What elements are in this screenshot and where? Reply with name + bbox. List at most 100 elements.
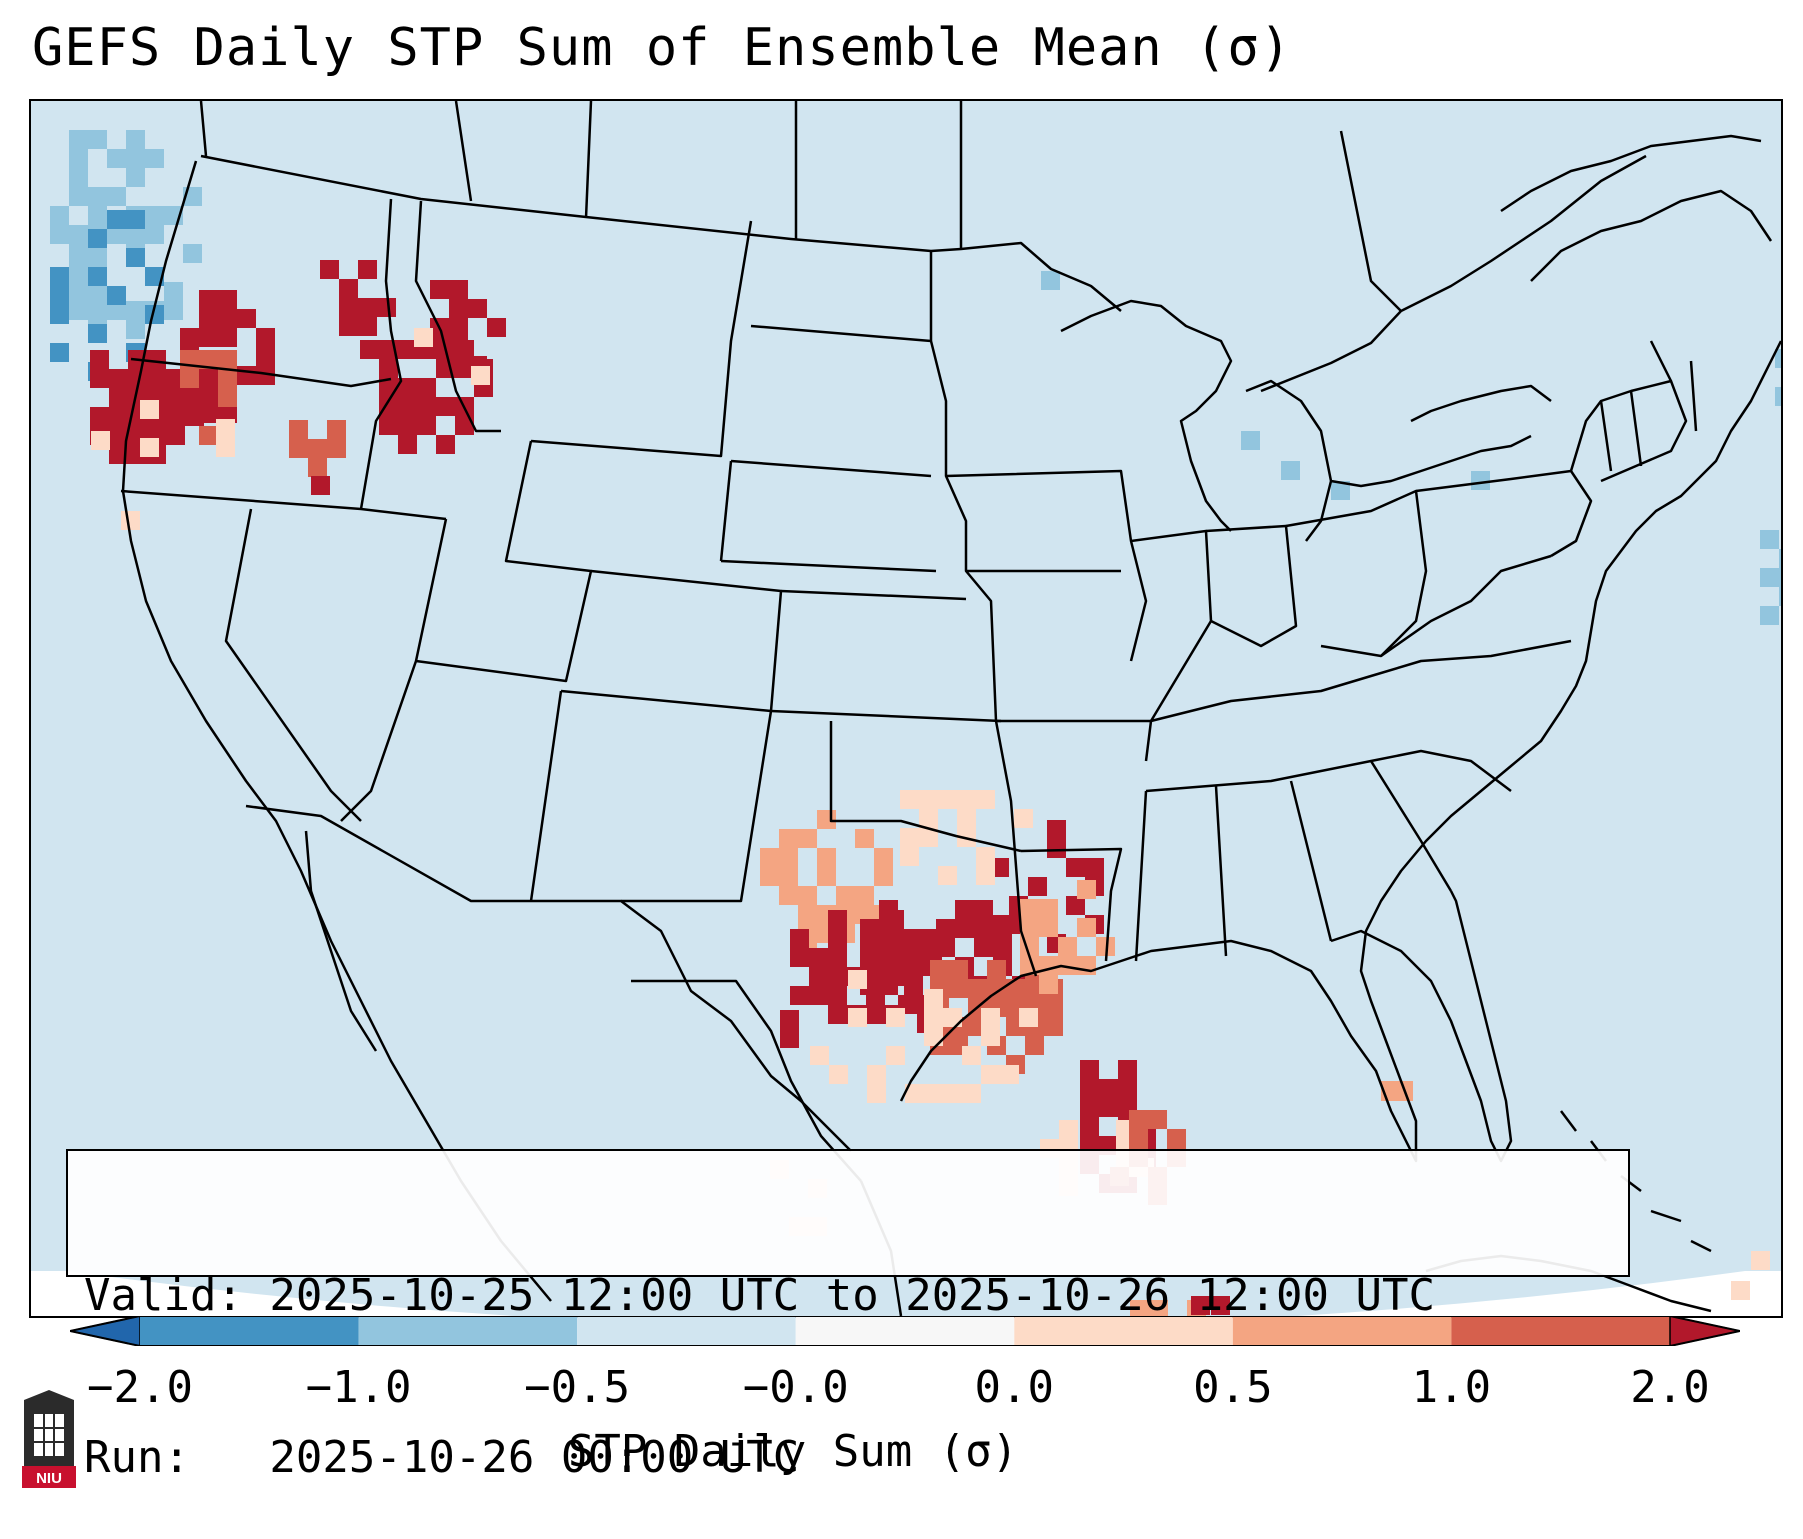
colorbar-tick-label: −0.5 [524,1362,631,1413]
stp-cell [949,979,968,998]
stp-cell [1058,937,1077,956]
stp-cell [817,810,836,829]
boundaries [120,101,1781,1316]
stp-cell [798,905,817,924]
stp-cell [990,915,1009,934]
stp-cell [962,1046,981,1065]
colorbar-bin [358,1316,578,1346]
stp-cell [860,919,879,938]
stp-cell [930,960,949,979]
stp-cell [779,829,798,848]
stp-cell [289,439,308,458]
stp-cell [218,350,237,369]
stp-cell [898,938,917,957]
stp-cell [107,187,126,206]
colorbar-bin [1014,1316,1233,1346]
stp-cell [974,919,993,938]
stp-cell [128,369,147,388]
stp-cell [957,790,976,809]
nv-ut [340,518,448,822]
stp-cell [1014,809,1033,828]
stp-cell [449,318,468,337]
stp-cell [981,1065,1000,1084]
stp-cell [1760,568,1779,587]
stp-cell [145,305,164,324]
stp-cell [69,263,88,282]
stp-cell [218,404,237,423]
stp-cell [140,438,159,457]
stp-cell [379,397,398,416]
stp-cell [905,1084,924,1103]
stp-cell [855,886,874,905]
conus-map [31,101,1781,1316]
niu-logo: NIU [22,1390,76,1488]
stp-cell [1077,918,1096,937]
stp-cell [879,976,898,995]
stp-cell [180,328,199,347]
ms-al-ga [1134,760,1453,962]
stp-cell [1047,820,1066,839]
stp-cell [810,1046,829,1065]
stp-cell [1066,896,1085,915]
stp-cell [50,343,69,362]
stp-cell [199,309,218,328]
stp-cell [360,340,379,359]
stp-cell [145,206,164,225]
stp-cell [107,301,126,320]
stp-cell [798,886,817,905]
stp-cell [166,426,185,445]
stp-cell [1077,880,1096,899]
stp-cell [109,426,128,445]
stp-cell [1281,461,1300,480]
stp-cell [938,866,957,885]
stp-cell [987,960,1006,979]
stp-cell [1381,1081,1413,1101]
stp-cell [88,206,107,225]
stp-cell [760,848,779,867]
stp-cell [1066,858,1085,877]
stp-cell [974,938,993,957]
stp-cell [50,305,69,324]
stp-cell [379,416,398,435]
wa-or [130,357,392,388]
map-panel [29,99,1783,1318]
stp-cell [199,426,218,445]
stp-cell [867,1084,886,1103]
stp-cell [1080,1117,1099,1136]
stp-cell [974,900,993,919]
stp-cell [1130,1300,1149,1316]
stp-cell [339,298,358,317]
stp-cell [1775,349,1781,368]
stp-cell [320,260,339,279]
stp-cell [938,790,957,809]
stp-cell [917,938,936,957]
stp-cell [790,986,809,1005]
stp-cell [780,1029,799,1048]
texas-coast [899,340,1781,1163]
stp-cell [949,960,968,979]
colorbar-tick-label: 1.0 [1411,1362,1492,1413]
projection-edge [31,1261,1781,1316]
pa-ny [1415,469,1593,558]
stp-cell [1471,471,1490,490]
stp-cell [924,1027,943,1046]
id-state [359,198,403,510]
stp-cell [1039,956,1058,975]
valid-time-line: Valid: 2025-10-25 12:00 UTC to 2025-10-2… [84,1270,1436,1321]
stp-cell [955,919,974,938]
stp-cell [968,979,987,998]
stp-cell [126,130,145,149]
stp-cell [50,225,69,244]
ky-tn [1150,639,1572,723]
stp-cell [109,445,128,464]
stp-cell [88,130,107,149]
stp-cell [126,320,145,339]
stp-cell [199,290,218,309]
stp-cell [993,938,1012,957]
stp-cell [981,1008,1000,1027]
stp-cell [90,350,109,369]
stp-cell [1191,1296,1210,1315]
stp-cell [828,967,847,986]
stp-cell [379,359,398,378]
stp-cell [1019,1008,1038,1027]
